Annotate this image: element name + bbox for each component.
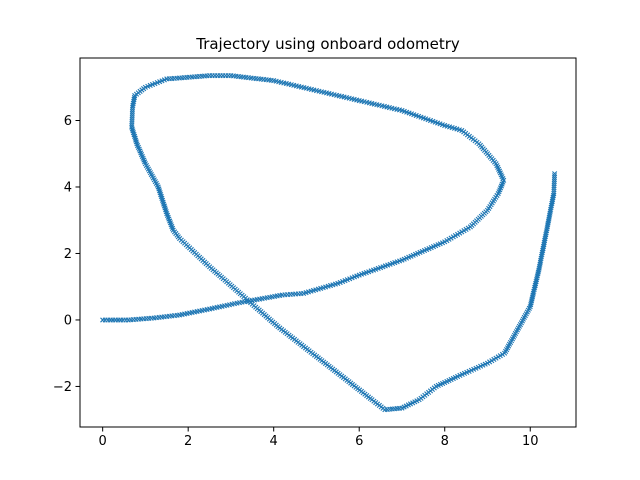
x-tick-label: 10 bbox=[522, 434, 539, 449]
x-tick-label: 8 bbox=[441, 434, 449, 449]
y-tick-label: 4 bbox=[64, 180, 72, 195]
x-tick-label: 0 bbox=[99, 434, 107, 449]
x-tick-label: 4 bbox=[270, 434, 278, 449]
trajectory-markers bbox=[100, 73, 558, 413]
axes-frame bbox=[79, 57, 577, 428]
y-tick-label: −2 bbox=[53, 380, 72, 395]
x-tick-label: 2 bbox=[184, 434, 192, 449]
y-tick-label: 6 bbox=[64, 114, 72, 129]
plot-area: 0 2 4 6 8 10 −2 0 2 4 6 bbox=[53, 57, 577, 449]
x-tick-label: 6 bbox=[355, 434, 363, 449]
chart-title: Trajectory using onboard odometry bbox=[195, 35, 460, 53]
y-tick-label: 0 bbox=[64, 313, 72, 328]
y-tick-label: 2 bbox=[64, 247, 72, 262]
